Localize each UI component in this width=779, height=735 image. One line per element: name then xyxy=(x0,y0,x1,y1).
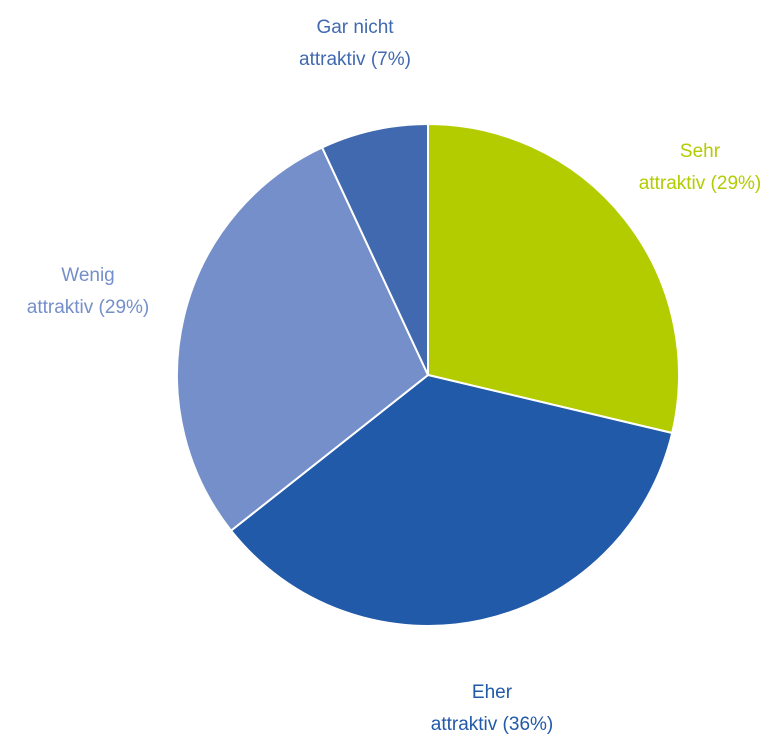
pie-slices xyxy=(176,122,680,627)
pie-labels: Sehr attraktiv (29%) Eher attraktiv (36%) We… xyxy=(27,17,761,735)
slice-label-line: attraktiv (36%) xyxy=(431,714,553,735)
slice-label-line: Gar nicht xyxy=(316,17,394,38)
pie-slice-4 xyxy=(320,122,429,376)
slice-label-line: Wenig xyxy=(61,265,115,286)
slice-label-2: Eher attraktiv (36%) xyxy=(431,682,553,735)
slice-label-line: attraktiv (7%) xyxy=(299,49,411,70)
slice-label-line: Sehr xyxy=(680,141,721,162)
pie-slice-2 xyxy=(229,373,674,627)
pie-slice-1 xyxy=(427,122,680,435)
slice-label-3: Wenig attraktiv (29%) xyxy=(27,265,149,318)
slice-label-4: Gar nicht attraktiv (7%) xyxy=(299,17,411,70)
slice-label-line: Eher xyxy=(472,682,513,703)
slice-label-line: attraktiv (29%) xyxy=(639,173,761,194)
slice-label-1: Sehr attraktiv (29%) xyxy=(639,141,761,194)
pie-slice-3 xyxy=(176,146,430,533)
slice-label-line: attraktiv (29%) xyxy=(27,297,149,318)
